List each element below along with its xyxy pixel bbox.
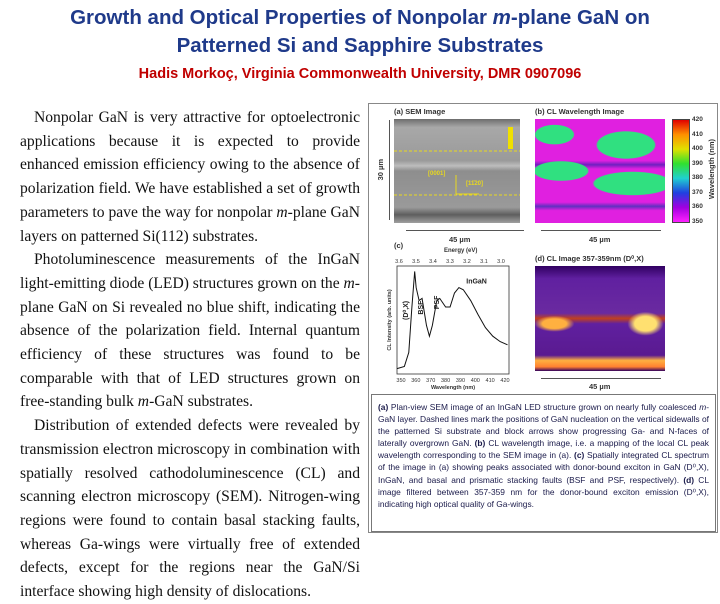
width-scale: 45 µm bbox=[589, 235, 611, 244]
title-text: Growth and Optical Properties of Nonpola… bbox=[70, 6, 493, 29]
text: CL wavelength image, i.e. a mapping of t… bbox=[378, 438, 709, 461]
paragraph-1: Nonpolar GaN is very attractive for opto… bbox=[20, 106, 360, 248]
spectrum-line bbox=[396, 271, 508, 370]
paragraph-3: Distribution of extended defects were re… bbox=[20, 417, 360, 601]
direction-label: [0001] bbox=[428, 171, 446, 177]
colorbar-tick: 390 bbox=[692, 159, 703, 167]
top-tick-label: 3.2 bbox=[463, 259, 471, 265]
direction-label: [11̄20] bbox=[466, 181, 484, 187]
panel-c-label: (c) bbox=[394, 241, 404, 250]
sem-image: [0001] [11̄20] bbox=[394, 119, 520, 223]
colorbar-tick: 400 bbox=[692, 145, 703, 152]
x-tick-label: 420 bbox=[500, 378, 509, 384]
paragraph-2: Photoluminescence measurements of the In… bbox=[20, 248, 360, 414]
colorbar-tick: 410 bbox=[692, 130, 703, 138]
text: Photoluminescence measurements of the In… bbox=[20, 251, 360, 292]
cl-wavelength-image bbox=[535, 119, 665, 223]
text: -GaN substrates. bbox=[149, 393, 253, 411]
x-axis-label: Wavelength (nm) bbox=[431, 385, 475, 391]
title-italic: m bbox=[492, 6, 511, 29]
peak-label: InGaN bbox=[466, 278, 487, 285]
height-scale: 30 µm bbox=[376, 159, 385, 181]
cl-spectrum-plot: 350 360 370 380 390 400 410 420 3.6 3.5 3.4 3.3 3.2 3… bbox=[387, 259, 510, 391]
text: m bbox=[137, 393, 150, 411]
colorbar-title: Wavelength (nm) bbox=[707, 139, 716, 200]
colorbar-tick: 420 bbox=[692, 116, 703, 123]
colorbar-tick: 370 bbox=[692, 188, 703, 196]
figure-caption: (a) Plan-view SEM image of an InGaN LED … bbox=[371, 394, 716, 532]
text: CL image filtered between 357-359 nm for… bbox=[378, 474, 709, 509]
plot-frame bbox=[396, 265, 510, 375]
cl-filtered-image bbox=[535, 266, 665, 371]
top-tick-label: 3.5 bbox=[412, 259, 420, 265]
panel-a-label: (a) SEM Image bbox=[394, 107, 446, 116]
y-axis-label: CL Intensity (arb. units) bbox=[387, 289, 393, 350]
top-tick-label: 3.3 bbox=[446, 259, 454, 265]
x-tick-label: 380 bbox=[441, 378, 450, 384]
peak-label: (D⁰,X) bbox=[402, 301, 410, 320]
title-line2: Patterned Si and Sapphire Substrates bbox=[176, 34, 544, 57]
caption-ref: (a) bbox=[378, 402, 389, 412]
text: -GaN layer. Dashed lines mark the positi… bbox=[378, 402, 709, 449]
x-tick-label: 360 bbox=[411, 378, 420, 384]
panel-b-label: (b) CL Wavelength Image bbox=[535, 107, 625, 116]
x-tick-label: 350 bbox=[396, 378, 405, 384]
x-tick-label: 390 bbox=[456, 378, 465, 384]
text: m bbox=[699, 402, 707, 412]
title-text: -plane GaN on bbox=[510, 6, 650, 29]
text: -plane GaN on Si revealed no blue shift,… bbox=[20, 274, 360, 411]
scale-bar bbox=[541, 230, 661, 231]
colorbar-tick: 380 bbox=[692, 174, 703, 181]
body-text: Nonpolar GaN is very attractive for opto… bbox=[20, 106, 360, 604]
top-axis-title: Energy (eV) bbox=[444, 248, 478, 254]
top-tick-label: 3.4 bbox=[429, 259, 437, 265]
figure-panel: (a) SEM Image (b) CL Wavelength Image [0… bbox=[368, 103, 718, 533]
colorbar-tick: 350 bbox=[692, 217, 703, 225]
colorbar-tick: 360 bbox=[692, 203, 703, 210]
scale-bar bbox=[406, 230, 524, 231]
x-tick-label: 400 bbox=[471, 378, 480, 384]
author-line: Hadis Morkoç, Virginia Commonwealth Univ… bbox=[138, 66, 582, 82]
text: m bbox=[343, 274, 355, 292]
top-tick-label: 3.6 bbox=[395, 259, 403, 265]
peak-label: PSF bbox=[434, 295, 441, 309]
top-tick-label: 3.1 bbox=[480, 259, 488, 265]
text: Spatially integrated CL spectrum of the … bbox=[378, 450, 709, 485]
scale-bar bbox=[389, 120, 390, 220]
width-scale: 45 µm bbox=[449, 235, 471, 244]
scale-bar bbox=[541, 378, 661, 379]
caption-ref: (b) bbox=[474, 438, 486, 449]
page-title: Growth and Optical Properties of Nonpola… bbox=[0, 4, 720, 60]
top-tick-label: 3.0 bbox=[497, 259, 505, 265]
colorbar bbox=[672, 119, 690, 223]
panel-d-label: (d) CL Image 357-359nm (D⁰,X) bbox=[535, 254, 644, 263]
text: Plan-view SEM image of an InGaN LED stru… bbox=[388, 402, 700, 412]
caption-ref: (c) bbox=[574, 450, 585, 461]
text: Nonpolar GaN is very attractive for opto… bbox=[20, 109, 360, 221]
width-scale: 45 µm bbox=[589, 382, 611, 391]
caption-ref: (d) bbox=[683, 474, 695, 485]
peak-label: BSF bbox=[418, 300, 425, 315]
x-tick-label: 410 bbox=[486, 378, 495, 384]
x-tick-label: 370 bbox=[426, 378, 435, 384]
text: -plane GaN layers on patterned Si(112) s… bbox=[20, 203, 360, 245]
text: m bbox=[276, 203, 288, 221]
